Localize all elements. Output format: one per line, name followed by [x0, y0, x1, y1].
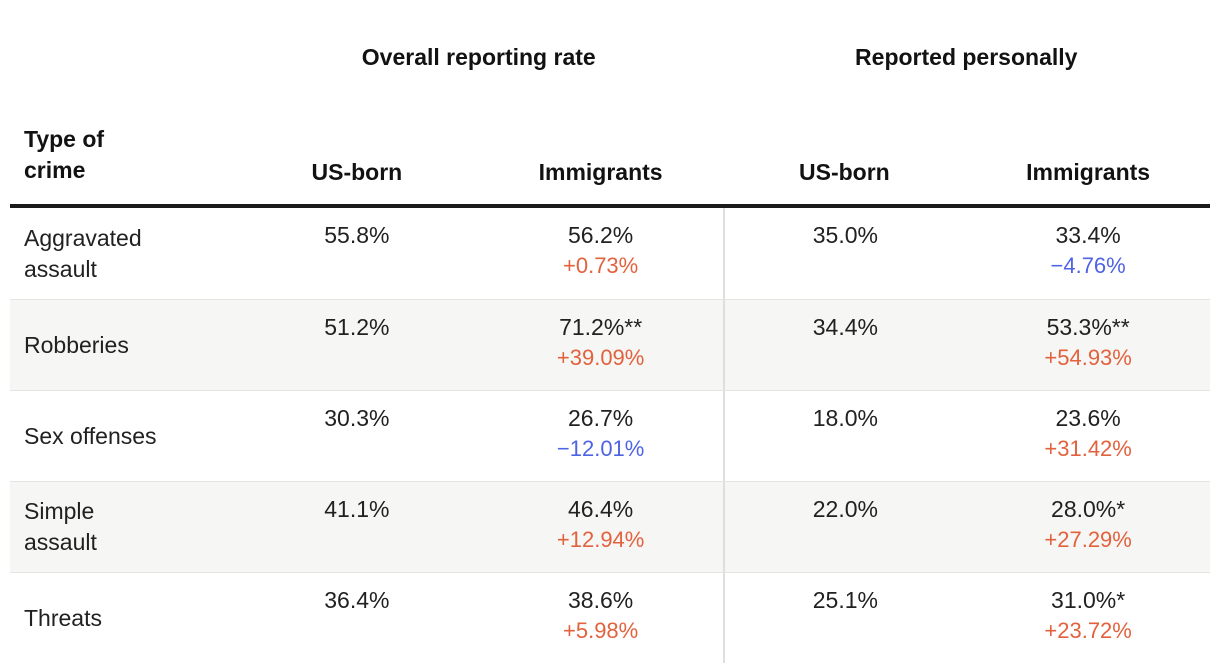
delta-value: +12.94%: [556, 527, 645, 552]
table-row: Sex offenses 30.3% 26.7% −12.01% 18.0% 2…: [10, 390, 1210, 481]
rate-value: 31.0%*: [1051, 587, 1126, 613]
value-cell: 22.0%: [722, 482, 967, 572]
table-row: Aggravated assault 55.8% 56.2% +0.73% 35…: [10, 208, 1210, 299]
subheaders-overall: US-born Immigrants: [235, 159, 723, 204]
value-cell: 36.4%: [235, 573, 479, 663]
rate-value: 30.3%: [324, 405, 390, 431]
delta-value: +5.98%: [563, 618, 639, 643]
column-header-immigrants: Immigrants: [1026, 159, 1151, 185]
rate-value: 41.1%: [324, 496, 390, 522]
value-cell: 25.1%: [722, 573, 967, 663]
group-header-personal: Reported personally US-born Immigrants: [723, 44, 1211, 204]
table-row: Robberies 51.2% 71.2%** +39.09% 34.4% 53…: [10, 299, 1210, 390]
delta-value: +27.29%: [1044, 527, 1132, 552]
delta-value: +23.72%: [1044, 618, 1132, 643]
crime-type-label: Threats: [24, 604, 102, 631]
crime-type-cell: Sex offenses: [10, 391, 235, 481]
table-row: Threats 36.4% 38.6% +5.98% 25.1% 31.0%* …: [10, 572, 1210, 663]
group-title-overall: Overall reporting rate: [361, 44, 596, 70]
crime-type-label: Simple assault: [24, 498, 97, 555]
rate-value: 71.2%**: [559, 314, 643, 340]
delta-value: +39.09%: [556, 345, 645, 370]
rate-value: 25.1%: [812, 587, 878, 613]
crime-type-cell: Threats: [10, 573, 235, 663]
crime-type-label: Robberies: [24, 331, 129, 358]
delta-value: −4.76%: [1050, 253, 1126, 278]
crime-type-cell: Robberies: [10, 300, 235, 390]
rate-value: 33.4%: [1055, 222, 1121, 248]
value-cell: 23.6% +31.42%: [966, 391, 1210, 481]
rate-value: 55.8%: [324, 222, 390, 248]
crime-type-label: Sex offenses: [24, 422, 157, 449]
value-cell: 46.4% +12.94%: [479, 482, 723, 572]
value-cell: 31.0%* +23.72%: [966, 573, 1210, 663]
rate-value: 35.0%: [812, 222, 878, 248]
value-cell: 33.4% −4.76%: [966, 208, 1210, 299]
table-header: Type of crime Overall reporting rate US-…: [10, 0, 1210, 204]
column-header-immigrants: Immigrants: [538, 159, 663, 185]
value-cell: 71.2%** +39.09%: [479, 300, 723, 390]
column-header-us-born: US-born: [311, 159, 403, 185]
value-cell: 55.8%: [235, 208, 479, 299]
delta-value: +31.42%: [1044, 436, 1132, 461]
group-header-overall: Overall reporting rate US-born Immigrant…: [235, 44, 723, 204]
value-cell: 35.0%: [722, 208, 967, 299]
row-header-cell: Type of crime: [10, 124, 235, 204]
rate-value: 28.0%*: [1051, 496, 1126, 522]
value-cell: 38.6% +5.98%: [479, 573, 723, 663]
table-body: Aggravated assault 55.8% 56.2% +0.73% 35…: [10, 208, 1210, 663]
crime-type-cell: Simple assault: [10, 482, 235, 572]
rate-value: 34.4%: [812, 314, 878, 340]
value-cell: 53.3%** +54.93%: [966, 300, 1210, 390]
value-cell: 34.4%: [722, 300, 967, 390]
rate-value: 51.2%: [324, 314, 390, 340]
delta-value: +0.73%: [563, 253, 639, 278]
rate-value: 46.4%: [568, 496, 634, 522]
rate-value: 23.6%: [1055, 405, 1121, 431]
rate-value: 18.0%: [812, 405, 878, 431]
table-row: Simple assault 41.1% 46.4% +12.94% 22.0%…: [10, 481, 1210, 572]
header-rule: [10, 204, 1210, 208]
delta-value: +54.93%: [1044, 345, 1132, 370]
rate-value: 36.4%: [324, 587, 390, 613]
rate-value: 53.3%**: [1046, 314, 1130, 340]
value-cell: 56.2% +0.73%: [479, 208, 723, 299]
value-cell: 26.7% −12.01%: [479, 391, 723, 481]
value-cell: 18.0%: [722, 391, 967, 481]
crime-type-label: Aggravated assault: [24, 224, 142, 282]
value-cell: 30.3%: [235, 391, 479, 481]
rate-value: 22.0%: [812, 496, 878, 522]
subheaders-personal: US-born Immigrants: [723, 159, 1211, 204]
value-cell: 28.0%* +27.29%: [966, 482, 1210, 572]
crime-type-cell: Aggravated assault: [10, 208, 235, 299]
column-header-us-born: US-born: [799, 159, 890, 185]
value-cell: 41.1%: [235, 482, 479, 572]
group-title-personal: Reported personally: [855, 44, 1078, 70]
delta-value: −12.01%: [556, 436, 645, 461]
rate-value: 26.7%: [568, 405, 634, 431]
value-cell: 51.2%: [235, 300, 479, 390]
row-header-label: Type of crime: [24, 126, 105, 183]
rate-value: 56.2%: [568, 222, 634, 248]
rate-value: 38.6%: [568, 587, 634, 613]
